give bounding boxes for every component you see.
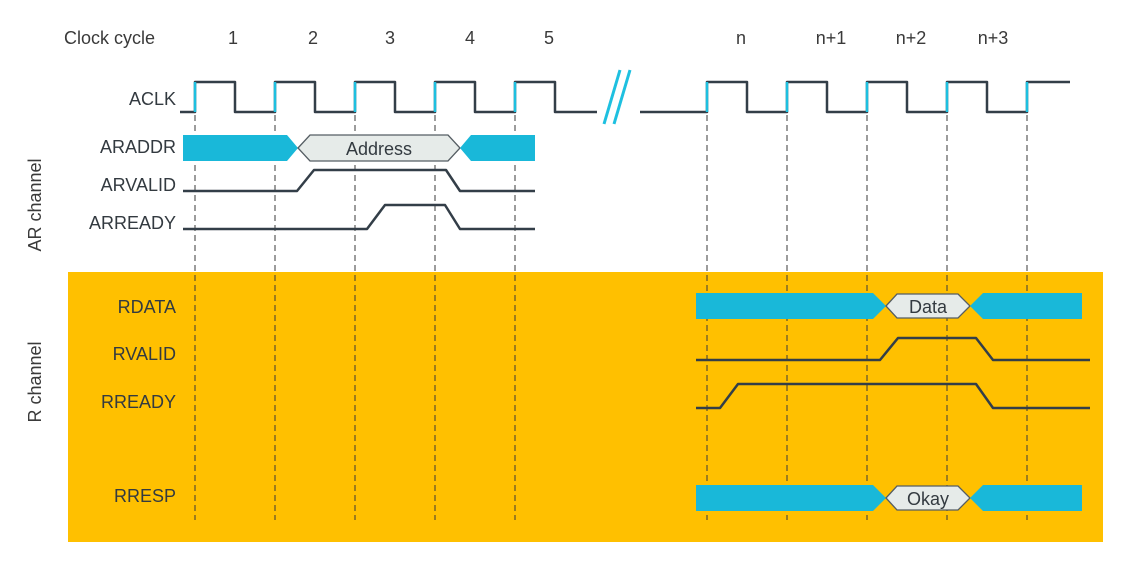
rdata-value: Data: [909, 297, 948, 317]
rresp-value: Okay: [907, 489, 949, 509]
cycle-4: 4: [465, 28, 475, 48]
aclk-rising-edges: [193, 82, 1029, 112]
signal-label-aclk: ACLK: [129, 89, 176, 109]
ar-channel-label: AR channel: [25, 158, 45, 251]
cycle-3: 3: [385, 28, 395, 48]
time-break-icon: [602, 69, 632, 125]
signal-label-rdata: RDATA: [118, 297, 176, 317]
rresp-bus: [696, 485, 1082, 511]
araddr-bus: [183, 134, 535, 162]
signal-label-arvalid: ARVALID: [101, 175, 176, 195]
clock-cycle-label: Clock cycle: [64, 28, 155, 48]
signal-label-arready: ARREADY: [89, 213, 176, 233]
arvalid-waveform: [183, 168, 535, 193]
cycle-5: 5: [544, 28, 554, 48]
cycle-n-plus-2: n+2: [896, 28, 927, 48]
cycle-2: 2: [308, 28, 318, 48]
araddr-value: Address: [346, 139, 412, 159]
rready-waveform: [696, 382, 1090, 410]
signal-label-rvalid: RVALID: [113, 344, 176, 364]
cycle-n: n: [736, 28, 746, 48]
r-channel-label: R channel: [25, 341, 45, 422]
rvalid-waveform: [696, 336, 1090, 362]
cycle-1: 1: [228, 28, 238, 48]
arready-waveform: [183, 203, 535, 231]
aclk-waveform-cont: [640, 80, 1070, 114]
rdata-bus: [696, 293, 1082, 319]
cycle-n-plus-1: n+1: [816, 28, 847, 48]
cycle-n-plus-3: n+3: [978, 28, 1009, 48]
signal-label-araddr: ARADDR: [100, 137, 176, 157]
signal-label-rready: RREADY: [101, 392, 176, 412]
aclk-waveform: [180, 80, 597, 114]
signal-label-rresp: RRESP: [114, 486, 176, 506]
